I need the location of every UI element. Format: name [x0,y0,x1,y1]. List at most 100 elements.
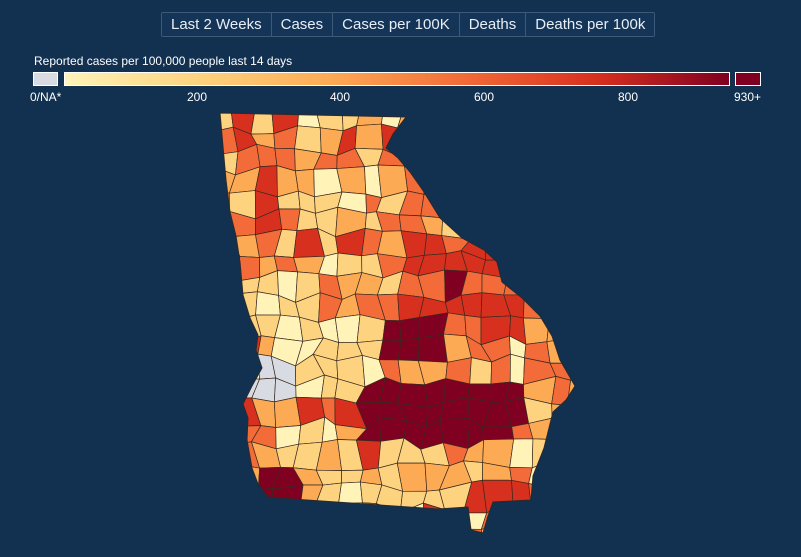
county-shape[interactable] [420,194,449,219]
tab-deaths-per-100k[interactable]: Deaths per 100k [526,13,655,36]
county-shape[interactable] [210,189,230,217]
county-shape[interactable] [444,169,468,199]
county-shape[interactable] [564,296,591,322]
county-shape[interactable] [501,145,532,177]
county-shape[interactable] [335,523,360,552]
county-shape[interactable] [423,126,451,155]
county-shape[interactable] [523,208,546,238]
county-shape[interactable] [574,251,596,283]
county-shape[interactable] [357,502,383,531]
county-shape[interactable] [571,333,598,366]
county-shape[interactable] [211,376,238,400]
county-shape[interactable] [397,337,420,362]
county-shape[interactable] [422,149,447,171]
county-shape[interactable] [441,211,472,240]
county-shape[interactable] [422,165,449,198]
county-shape[interactable] [445,126,466,154]
county-shape[interactable] [570,190,592,214]
county-shape[interactable] [501,125,532,153]
county-shape[interactable] [209,524,241,554]
county-shape[interactable] [212,210,231,238]
county-shape[interactable] [378,339,402,361]
county-shape[interactable] [565,143,588,177]
county-shape[interactable] [528,483,556,513]
county-shape[interactable] [485,104,508,134]
county-shape[interactable] [509,353,525,385]
county-shape[interactable] [250,108,275,135]
county-shape[interactable] [459,173,490,199]
county-shape[interactable] [505,172,536,194]
county-shape[interactable] [528,522,554,554]
county-shape[interactable] [229,234,260,258]
county-shape[interactable] [378,417,407,442]
county-shape[interactable] [397,127,427,157]
county-shape[interactable] [315,103,344,132]
county-shape[interactable] [503,523,532,554]
county-shape[interactable] [525,105,554,127]
county-shape[interactable] [466,208,492,240]
county-shape[interactable] [214,501,233,533]
county-shape[interactable] [482,479,514,514]
county-shape[interactable] [210,460,240,484]
county-shape[interactable] [444,149,462,175]
county-shape[interactable] [564,522,595,551]
county-shape[interactable] [336,252,363,277]
county-shape[interactable] [523,230,550,260]
county-shape[interactable] [338,481,363,505]
county-shape[interactable] [522,317,550,345]
county-shape[interactable] [570,209,591,241]
county-shape[interactable] [522,294,550,319]
county-shape[interactable] [294,125,322,154]
county-shape[interactable] [210,437,236,465]
county-shape[interactable] [544,190,575,211]
county-shape[interactable] [548,438,575,466]
county-shape[interactable] [506,259,536,281]
county-shape[interactable] [544,483,574,512]
county-shape[interactable] [297,503,326,533]
county-shape[interactable] [571,445,596,466]
county-shape[interactable] [236,353,260,380]
county-shape[interactable] [531,168,553,194]
county-shape[interactable] [272,525,299,548]
county-shape[interactable] [564,320,596,339]
county-shape[interactable] [482,426,515,441]
county-shape[interactable] [545,249,576,283]
tab-cases[interactable]: Cases [271,13,334,36]
county-shape[interactable] [212,424,237,446]
county-shape[interactable] [546,318,574,343]
county-shape[interactable] [334,314,361,343]
county-shape[interactable] [375,503,404,531]
tab-deaths[interactable]: Deaths [459,13,527,36]
county-shape[interactable] [215,481,240,508]
county-shape[interactable] [442,196,468,219]
county-shape[interactable] [551,460,575,490]
county-shape[interactable] [461,128,493,154]
county-shape[interactable] [378,523,404,553]
county-shape[interactable] [356,104,385,127]
county-shape[interactable] [209,250,241,283]
county-shape[interactable] [485,145,507,177]
county-shape[interactable] [396,462,428,492]
county-shape[interactable] [571,231,589,254]
county-shape[interactable] [533,190,553,215]
county-shape[interactable] [278,208,301,232]
county-shape[interactable] [341,469,364,484]
county-shape[interactable] [567,105,596,136]
county-shape[interactable] [357,523,383,554]
county-shape[interactable] [544,295,570,322]
county-shape[interactable] [460,292,483,318]
county-shape[interactable] [215,294,234,322]
county-shape[interactable] [234,463,260,487]
county-shape[interactable] [449,107,466,130]
county-shape[interactable] [469,528,485,552]
county-shape[interactable] [255,291,281,316]
county-shape[interactable] [546,168,575,196]
county-shape[interactable] [548,417,575,447]
county-shape[interactable] [210,333,241,365]
county-shape[interactable] [545,236,576,254]
county-shape[interactable] [570,362,598,381]
county-shape[interactable] [323,521,340,552]
county-shape[interactable] [572,504,597,533]
county-shape[interactable] [419,103,451,132]
county-shape[interactable] [404,165,425,195]
